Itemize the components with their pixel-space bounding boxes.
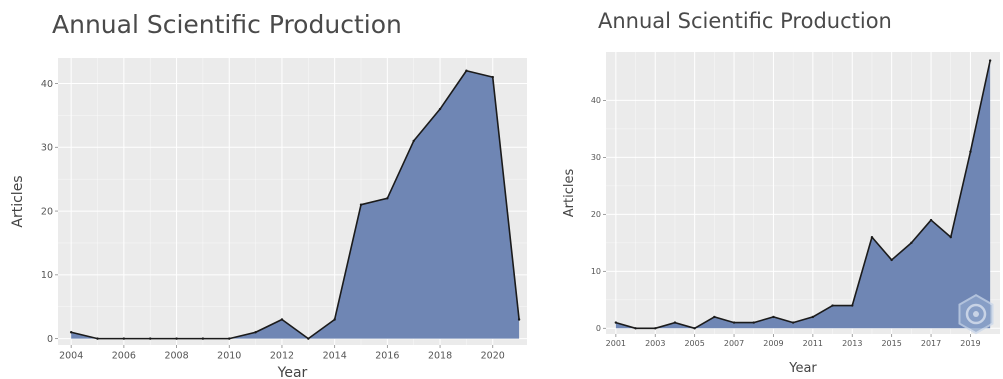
series-area bbox=[615, 60, 991, 329]
y-tick-label: 20 bbox=[41, 206, 53, 217]
y-tick-label: 10 bbox=[41, 270, 53, 281]
bibliometrix-logo-icon bbox=[958, 293, 994, 335]
data-point bbox=[465, 69, 468, 72]
data-point bbox=[438, 107, 442, 111]
x-tick-label: 2008 bbox=[164, 351, 188, 362]
data-point bbox=[175, 337, 178, 340]
x-tick-label: 2015 bbox=[881, 339, 901, 348]
x-tick-label: 2007 bbox=[724, 339, 744, 348]
area-chart-right: 0 10 20 30 40 2001 2003 2005 2007 2009 2011 2013 201… bbox=[562, 52, 1000, 376]
x-tick-label: 2011 bbox=[803, 339, 823, 348]
series-area bbox=[71, 70, 520, 339]
y-tick-label: 0 bbox=[596, 324, 601, 333]
data-point bbox=[890, 258, 893, 262]
x-tick-label: 2005 bbox=[684, 339, 704, 348]
data-point bbox=[969, 150, 972, 153]
x-tick-label: 2004 bbox=[59, 351, 83, 362]
data-point bbox=[713, 315, 716, 319]
data-point bbox=[988, 59, 992, 62]
data-point bbox=[693, 327, 696, 330]
data-point bbox=[732, 321, 736, 324]
y-axis-title: Articles bbox=[562, 169, 577, 218]
y-tick-label: 30 bbox=[41, 143, 53, 154]
x-axis-title: Year bbox=[277, 365, 308, 379]
series-line bbox=[615, 60, 991, 330]
data-point bbox=[870, 235, 874, 239]
x-tick-label: 2012 bbox=[270, 351, 294, 362]
data-point bbox=[811, 315, 815, 319]
y-tick-label: 0 bbox=[47, 334, 53, 345]
data-point bbox=[69, 331, 73, 334]
area-chart-left: 0 10 20 30 40 2004 2006 2008 2010 2012 2014 2016 201… bbox=[10, 58, 527, 379]
data-point bbox=[791, 321, 795, 324]
chart-panel-left: Annual Scientific Production 0 10 20 30 40 20… bbox=[10, 10, 527, 379]
x-tick-label: 2006 bbox=[112, 351, 136, 362]
data-point bbox=[851, 304, 854, 307]
data-point bbox=[386, 197, 389, 200]
y-tick-label: 30 bbox=[591, 153, 601, 162]
data-point bbox=[307, 337, 310, 340]
data-point bbox=[201, 337, 205, 340]
data-point bbox=[929, 218, 933, 222]
data-point bbox=[359, 203, 363, 206]
y-tick-label: 40 bbox=[41, 79, 53, 90]
data-point bbox=[96, 337, 99, 340]
x-tick-label: 2001 bbox=[606, 339, 626, 348]
data-point bbox=[228, 337, 231, 340]
chart-title: Annual Scientific Production bbox=[52, 10, 402, 39]
data-point bbox=[634, 327, 637, 330]
data-point bbox=[614, 321, 618, 324]
chart-panel-right: Annual Scientific Production 0 10 20 30 40 20… bbox=[560, 0, 1003, 379]
x-tick-label: 2017 bbox=[921, 339, 941, 348]
data-point bbox=[333, 318, 336, 321]
data-point bbox=[752, 321, 755, 324]
x-tick-label: 2003 bbox=[645, 339, 665, 348]
y-tick-label: 40 bbox=[591, 96, 601, 105]
x-tick-label: 2009 bbox=[763, 339, 783, 348]
chart-title: Annual Scientific Production bbox=[598, 9, 892, 33]
series-line bbox=[70, 69, 520, 340]
data-point bbox=[254, 331, 257, 334]
y-axis-title: Articles bbox=[10, 175, 26, 227]
y-tick-label: 10 bbox=[591, 267, 601, 276]
data-point bbox=[831, 304, 834, 307]
data-point bbox=[491, 75, 494, 79]
data-point bbox=[122, 337, 126, 340]
data-point bbox=[949, 235, 952, 239]
x-tick-label: 2018 bbox=[428, 351, 452, 362]
data-point bbox=[654, 327, 657, 330]
x-tick-label: 2010 bbox=[217, 351, 241, 362]
data-point bbox=[280, 318, 284, 321]
data-point bbox=[910, 241, 913, 245]
x-tick-label: 2019 bbox=[960, 339, 980, 348]
data-point bbox=[149, 337, 152, 340]
x-tick-label: 2020 bbox=[481, 351, 505, 362]
data-point bbox=[517, 318, 521, 321]
x-tick-label: 2013 bbox=[842, 339, 862, 348]
data-point bbox=[412, 139, 415, 143]
y-tick-label: 20 bbox=[591, 210, 601, 219]
data-point bbox=[673, 321, 677, 324]
data-point bbox=[772, 315, 775, 319]
x-tick-label: 2014 bbox=[323, 351, 347, 362]
x-tick-label: 2016 bbox=[375, 351, 399, 362]
x-axis-title: Year bbox=[788, 361, 817, 376]
